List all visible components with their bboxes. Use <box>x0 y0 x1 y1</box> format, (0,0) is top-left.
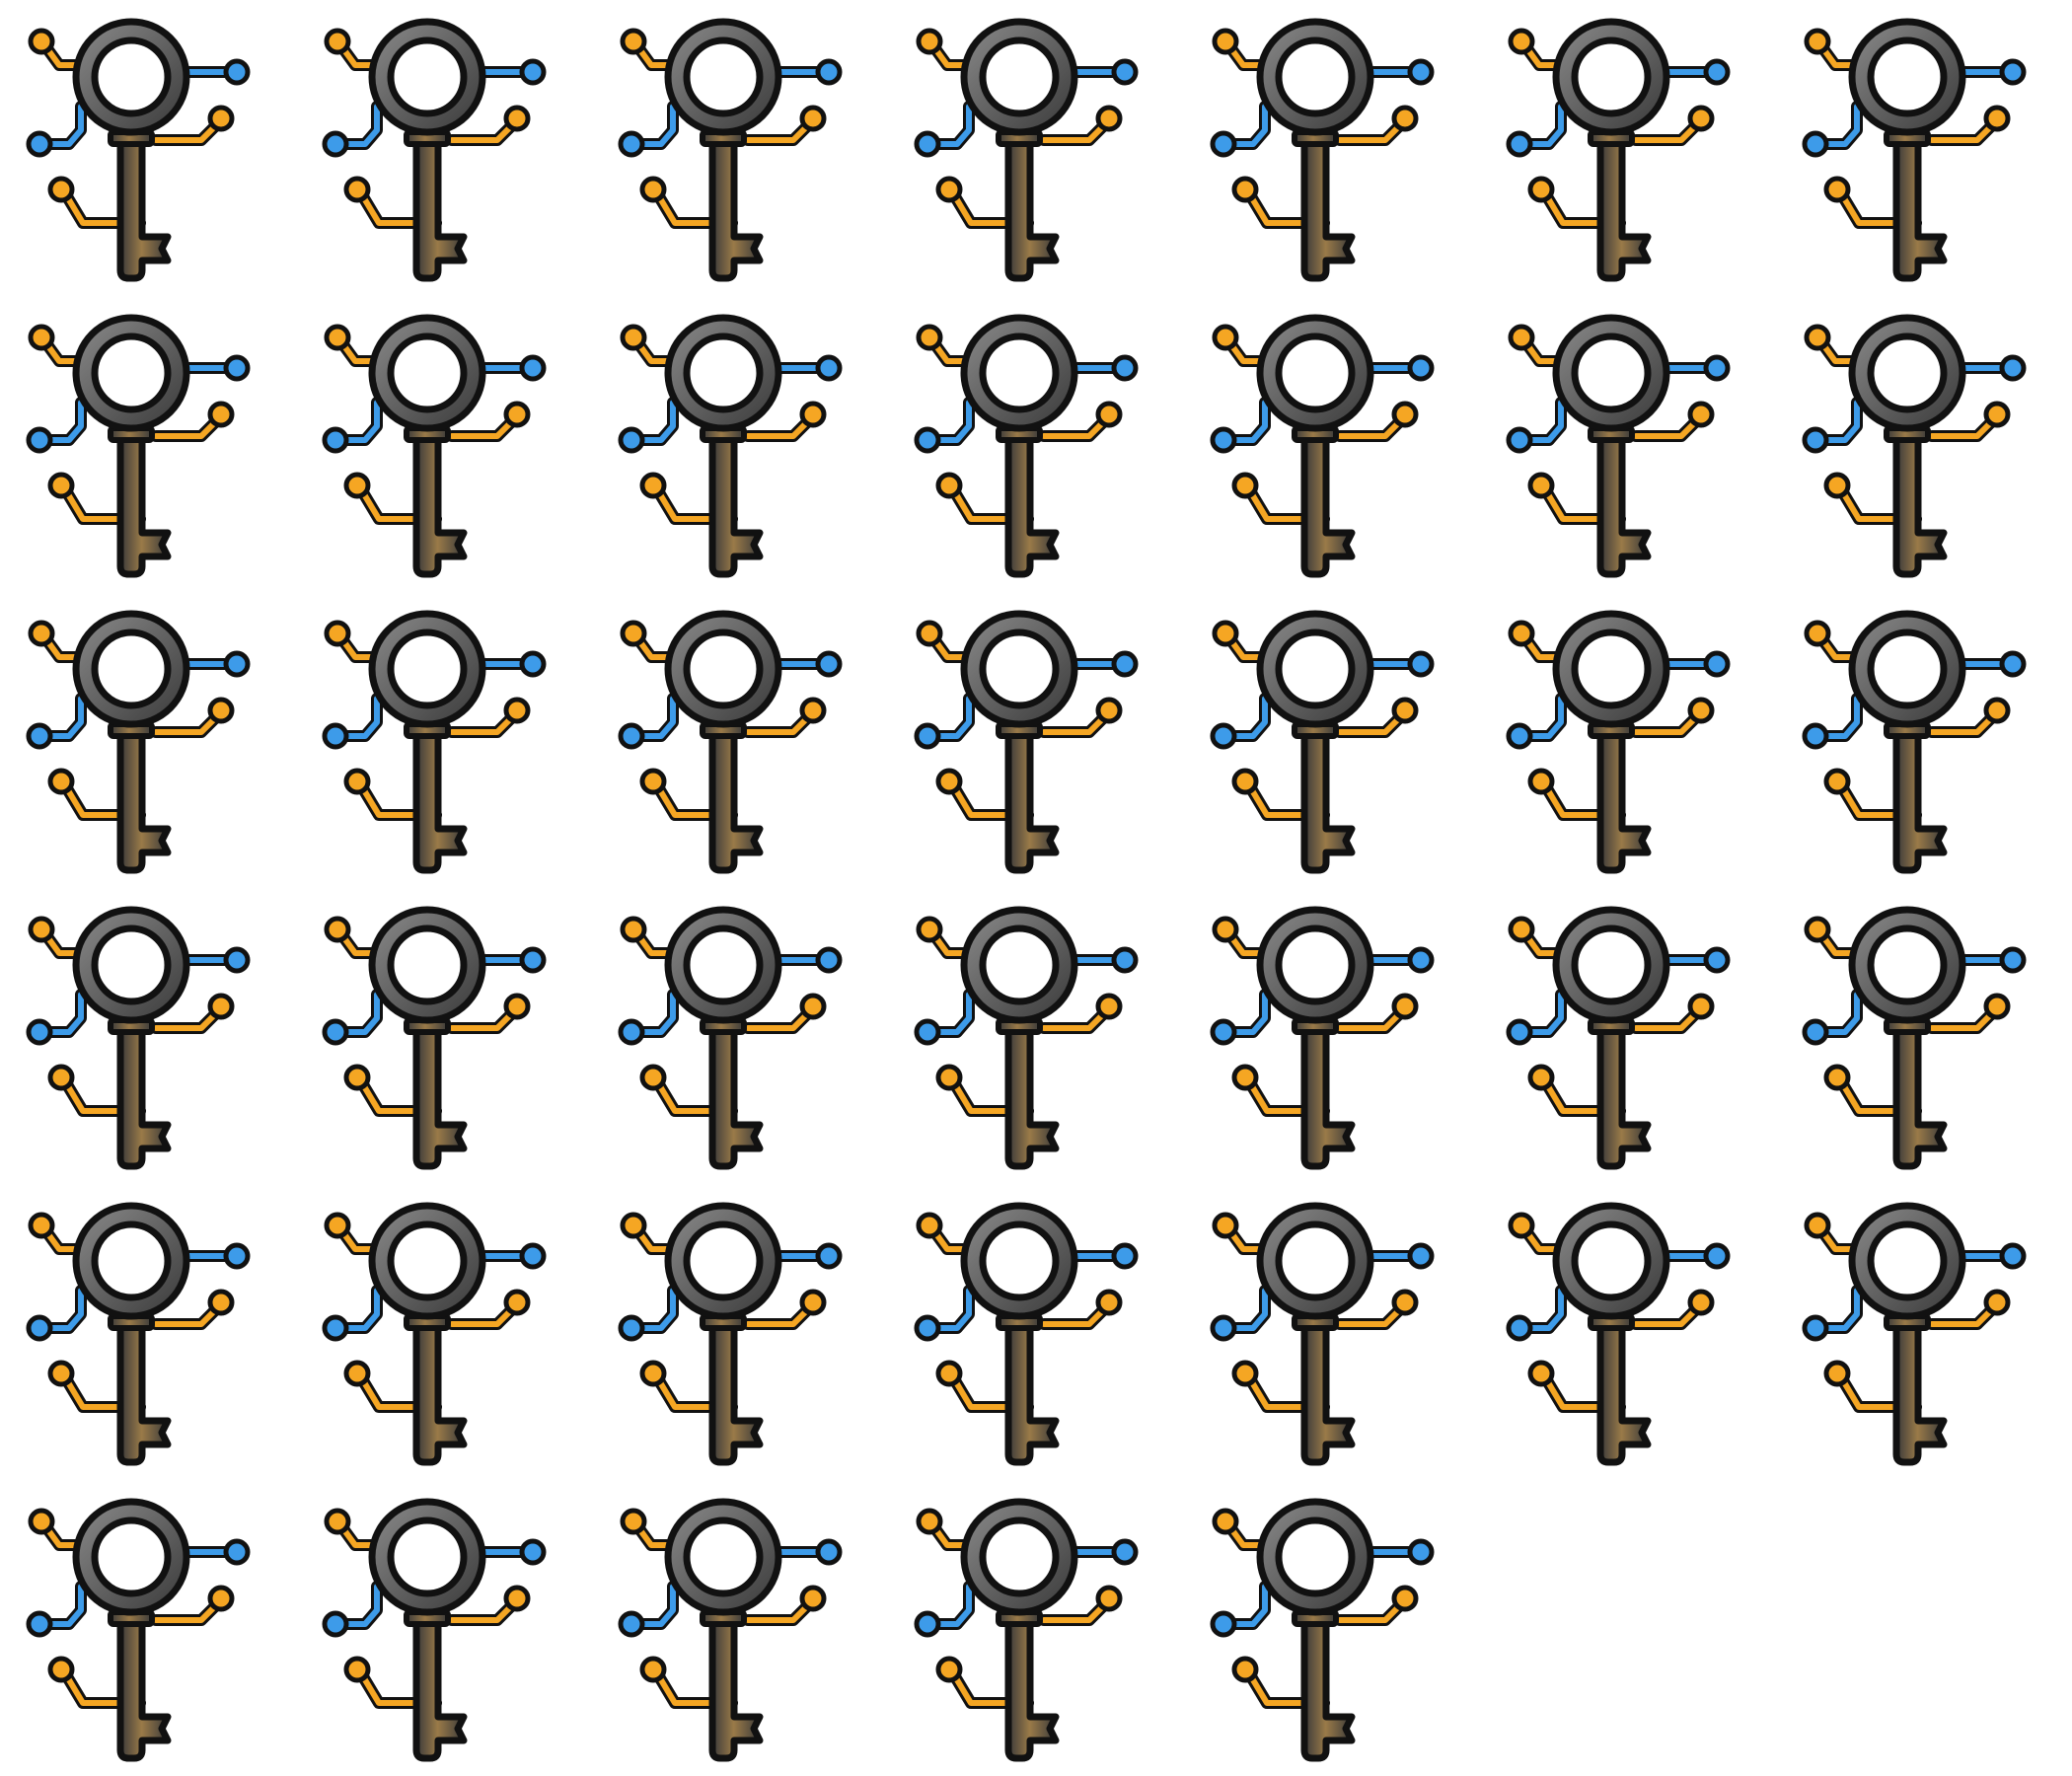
digital-key-icon <box>1794 606 2072 902</box>
digital-key-icon <box>1794 902 2072 1198</box>
digital-key-icon <box>1202 606 1498 902</box>
digital-key-icon <box>18 310 314 606</box>
digital-key-icon <box>314 606 610 902</box>
digital-key-icon <box>314 14 610 310</box>
digital-key-icon <box>18 606 314 902</box>
digital-key-icon <box>1498 902 1794 1198</box>
digital-key-icon <box>906 14 1202 310</box>
digital-key-icon <box>610 606 906 902</box>
digital-key-icon <box>610 310 906 606</box>
digital-key-icon <box>906 606 1202 902</box>
digital-key-icon <box>906 1494 1202 1776</box>
digital-key-icon <box>906 310 1202 606</box>
digital-key-icon <box>1202 14 1498 310</box>
digital-key-icon <box>1498 14 1794 310</box>
digital-key-icon <box>1202 1198 1498 1494</box>
digital-key-icon <box>1794 1198 2072 1494</box>
digital-key-icon <box>906 902 1202 1198</box>
digital-key-icon <box>610 14 906 310</box>
digital-key-icon <box>906 1198 1202 1494</box>
digital-key-icon <box>610 1494 906 1776</box>
digital-key-icon <box>1794 310 2072 606</box>
digital-key-icon <box>314 902 610 1198</box>
digital-key-icon <box>314 1198 610 1494</box>
digital-key-icon <box>1202 902 1498 1198</box>
digital-key-icon <box>1794 14 2072 310</box>
digital-key-icon <box>1498 606 1794 902</box>
digital-key-icon <box>1202 1494 1498 1776</box>
digital-key-icon <box>314 310 610 606</box>
digital-key-icon <box>610 902 906 1198</box>
digital-key-icon <box>18 902 314 1198</box>
digital-key-icon <box>18 1494 314 1776</box>
digital-key-icon <box>18 1198 314 1494</box>
digital-key-icon <box>314 1494 610 1776</box>
digital-key-icon <box>610 1198 906 1494</box>
digital-key-icon <box>18 14 314 310</box>
digital-key-icon <box>1202 310 1498 606</box>
digital-key-icon <box>1498 1198 1794 1494</box>
digital-key-icon <box>1498 310 1794 606</box>
